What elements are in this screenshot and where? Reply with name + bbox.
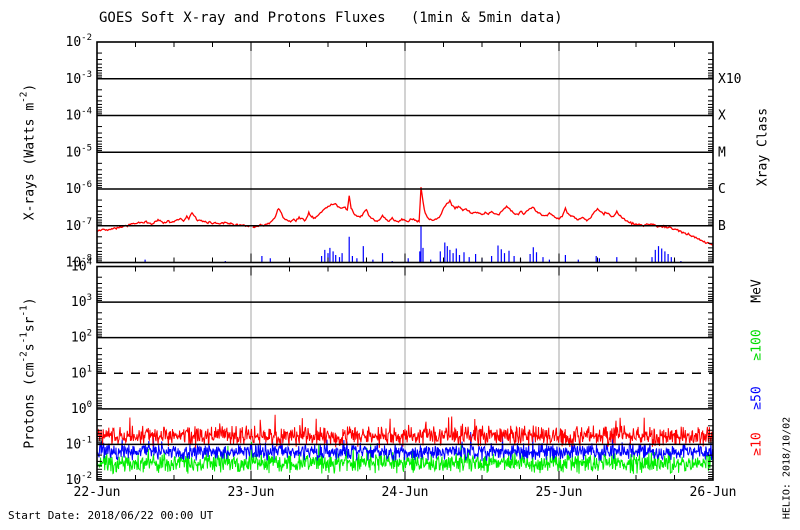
x-tick-label: 24-Jun xyxy=(382,485,429,500)
x-tick-label: 22-Jun xyxy=(74,485,121,500)
y-tick-label: 10-4 xyxy=(66,107,93,124)
xray-class-x10: X10 xyxy=(718,72,741,87)
y-tick-label: 10-1 xyxy=(66,435,93,452)
start-date-text: Start Date: 2018/06/22 00:00 UT xyxy=(8,509,214,522)
xray-class-axis-label: Xray Class xyxy=(755,107,771,187)
y-tick-label: 102 xyxy=(71,329,92,346)
xray-short-series xyxy=(144,225,682,263)
protons-ge50-series xyxy=(97,431,713,462)
proton-channel-label-ge50: ≥50 xyxy=(749,386,765,410)
y-tick-label: 10-8 xyxy=(66,254,93,271)
proton-channel-label-ge10: ≥10 xyxy=(749,432,765,457)
y-tick-label: 103 xyxy=(71,293,92,310)
protons-ge10-series xyxy=(97,414,713,448)
tick-marks xyxy=(97,266,713,480)
y-tick-label: 101 xyxy=(71,364,92,381)
xray-class-b: B xyxy=(718,219,726,234)
helio-watermark: HELIO: 2018/10/02 xyxy=(781,416,793,520)
y-tick-label: 104 xyxy=(71,258,92,275)
xray-class-x: X xyxy=(718,109,726,124)
y-tick-label: 10-3 xyxy=(66,70,93,87)
xray-y-axis-label: X-rays (Watts m-2) xyxy=(18,83,38,221)
y-tick-label: 10-6 xyxy=(66,180,93,197)
mev-axis-label: MeV xyxy=(749,279,765,303)
y-tick-label: 10-5 xyxy=(66,143,93,160)
xray-long-series xyxy=(252,187,713,246)
xray-class-m: M xyxy=(718,145,726,160)
y-tick-label: 10-2 xyxy=(66,471,93,488)
y-tick-label: 100 xyxy=(71,400,92,417)
panel-frame xyxy=(96,265,714,481)
proton-y-axis-label: Protons (cm-2s-1sr-1) xyxy=(18,297,38,449)
proton-channel-label-ge100: ≥100 xyxy=(749,329,765,361)
x-tick-label: 25-Jun xyxy=(536,485,583,500)
y-tick-label: 10-7 xyxy=(66,217,93,234)
panel-frame xyxy=(96,41,714,264)
tick-marks xyxy=(97,42,713,263)
protons-ge100-series xyxy=(97,441,713,475)
y-tick-label: 10-2 xyxy=(66,33,93,50)
xray-long-series xyxy=(97,211,250,233)
x-tick-label: 26-Jun xyxy=(690,485,737,500)
xray-class-c: C xyxy=(718,182,726,197)
chart-title: GOES Soft X-ray and Protons Fluxes (1min… xyxy=(99,10,563,26)
x-tick-label: 23-Jun xyxy=(228,485,275,500)
